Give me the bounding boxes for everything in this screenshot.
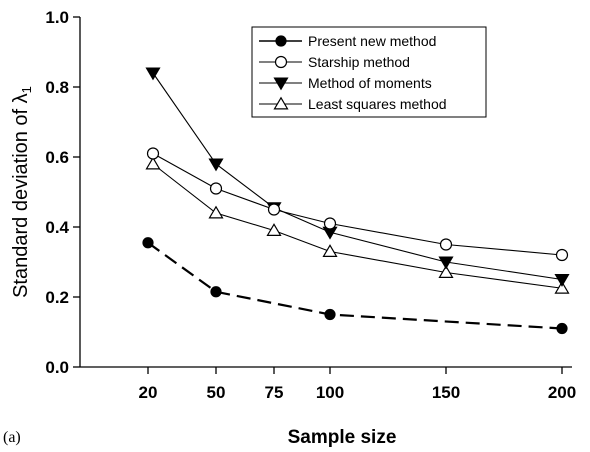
x-tick-label: 200 — [548, 383, 576, 402]
series-line — [147, 241, 563, 330]
y-tick-label: 0.8 — [45, 78, 69, 97]
data-point — [209, 182, 223, 195]
y-tick-label: 0.0 — [45, 358, 69, 377]
series-3 — [145, 156, 570, 294]
data-point — [267, 203, 281, 216]
data-point — [208, 205, 224, 219]
legend-entry-label: Starship method — [308, 54, 410, 70]
data-point — [266, 223, 282, 236]
data-point — [145, 156, 161, 170]
x-tick-label: 50 — [207, 383, 226, 402]
data-point — [322, 244, 338, 257]
data-point — [323, 217, 337, 230]
legend-marker — [273, 77, 289, 91]
series-line — [152, 163, 563, 289]
y-axis-title-main: Standard deviation of λ — [10, 93, 32, 298]
data-point — [556, 322, 568, 335]
y-tick-label: 0.2 — [45, 288, 69, 307]
legend-entry-label: Least squares method — [308, 96, 447, 112]
x-tick-label: 75 — [265, 383, 284, 402]
series-line — [152, 153, 563, 256]
x-axis-title: Sample size — [288, 427, 397, 448]
data-point — [554, 280, 570, 294]
data-point — [142, 237, 154, 249]
y-axis-title-subscript: 1 — [19, 86, 34, 93]
y-tick-label: 0.6 — [45, 148, 69, 167]
y-tick-label: 1.0 — [45, 8, 69, 27]
x-tick-label: 20 — [139, 383, 158, 402]
data-point — [208, 158, 224, 172]
data-point — [146, 147, 160, 160]
panel-label: (a) — [3, 429, 21, 446]
legend-marker — [273, 96, 289, 110]
data-point — [555, 248, 569, 262]
data-point — [439, 238, 453, 251]
data-point — [210, 286, 222, 298]
legend-marker — [275, 35, 287, 47]
data-point — [554, 274, 570, 287]
x-axis-ticks: 20 50 75 100 150 200 — [139, 367, 576, 402]
y-tick-label: 0.4 — [45, 218, 69, 237]
y-axis-ticks: 0.0 0.2 0.4 0.6 0.8 1.0 — [45, 8, 80, 377]
legend: Present new method Starship method Method … — [251, 26, 487, 118]
x-tick-label: 150 — [432, 383, 460, 402]
x-tick-label: 100 — [316, 383, 344, 402]
data-point — [324, 308, 336, 321]
legend-box — [251, 26, 487, 118]
series-1 — [146, 147, 569, 262]
y-axis-title: Standard deviation of λ1 — [10, 86, 34, 298]
legend-marker — [274, 55, 288, 69]
series-0 — [142, 237, 568, 335]
data-point — [438, 265, 454, 278]
series-line — [152, 72, 563, 281]
data-point — [145, 67, 161, 81]
legend-entry-label: Present new method — [308, 33, 436, 49]
data-point — [438, 256, 454, 270]
legend-entry-label: Method of moments — [308, 75, 432, 91]
series-layer — [142, 67, 570, 335]
